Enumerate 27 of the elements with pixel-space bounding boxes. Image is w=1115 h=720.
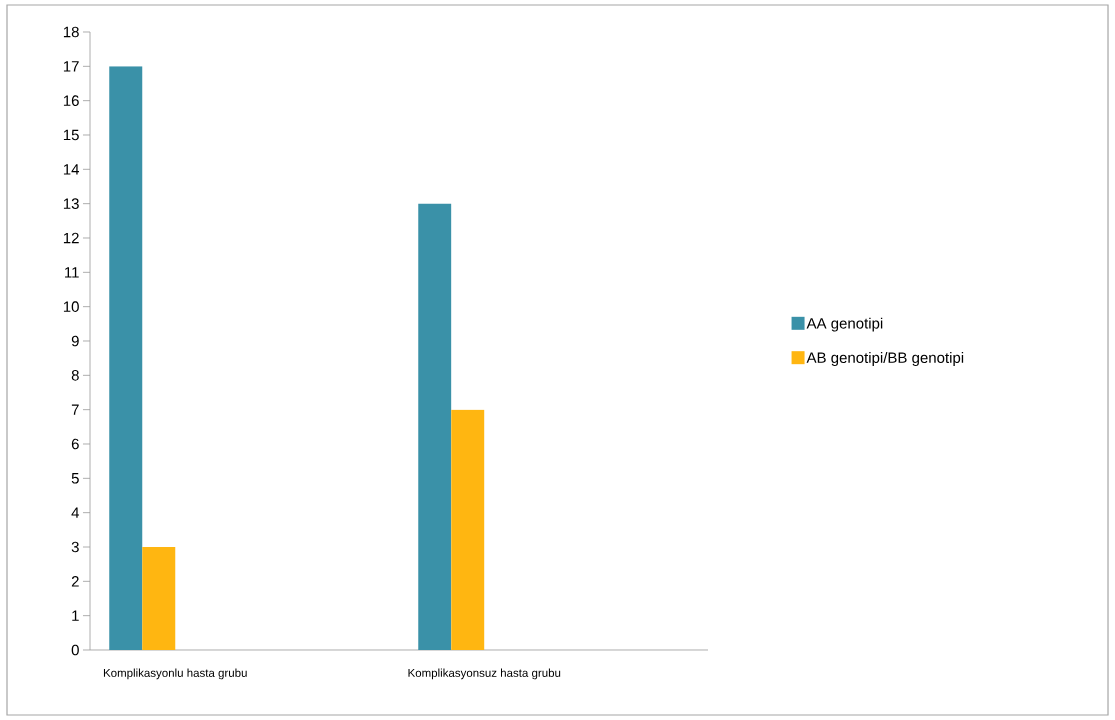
y-tick-label: 11 — [65, 267, 79, 278]
legend-label: AA genotipi — [806, 317, 883, 332]
x-tick-label: Komplikasyonsuz hasta grubu — [408, 668, 561, 680]
y-tick-label: 2 — [71, 576, 79, 587]
y-tick-label: 17 — [63, 61, 79, 72]
y-tick-label: 8 — [71, 370, 79, 381]
y-tick-label: 7 — [71, 404, 79, 415]
bar — [451, 409, 485, 650]
y-tick-label: 9 — [71, 335, 79, 347]
y-tick-label: 1 — [72, 610, 79, 621]
y-tick-label: 15 — [63, 129, 79, 141]
y-tick-label: 12 — [63, 232, 79, 244]
y-tick-label: 0 — [71, 644, 79, 656]
bar — [109, 66, 143, 650]
y-tick-label: 13 — [63, 198, 79, 209]
y-tick-label: 5 — [71, 473, 79, 484]
y-tick-label: 16 — [63, 95, 79, 106]
bar — [142, 547, 176, 650]
y-tick-label: 10 — [63, 301, 79, 312]
y-tick-label: 3 — [71, 541, 79, 553]
y-tick-label: 4 — [71, 507, 80, 518]
legend-label: AB genotipi/BB genotipi — [806, 352, 964, 366]
x-tick-label: Komplikasyonlu hasta grubu — [103, 668, 247, 680]
y-tick-label: 6 — [71, 438, 79, 450]
y-tick-label: 14 — [63, 164, 80, 175]
bar — [418, 203, 452, 650]
y-tick-label: 18 — [63, 26, 79, 38]
